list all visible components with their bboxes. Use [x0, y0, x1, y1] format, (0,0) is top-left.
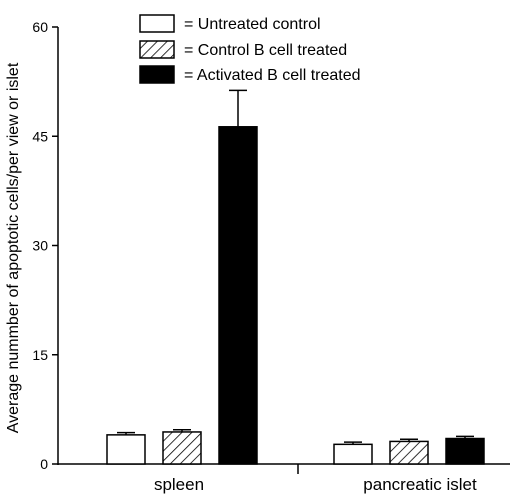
y-tick-label: 15: [32, 347, 48, 363]
legend: = Untreated control = Control B cell trea…: [139, 14, 361, 84]
y-axis-ticks: 0 15 30 45 60: [32, 19, 58, 472]
y-tick-label: 45: [32, 128, 48, 144]
bars-group: [106, 89, 485, 465]
legend-label: = Control B cell treated: [184, 42, 347, 59]
bar-white-1: [333, 443, 373, 465]
y-axis-title: Average nummber of apoptotic cells/per v…: [5, 62, 22, 433]
y-tick-label: 30: [32, 238, 48, 254]
legend-label: = Untreated control: [184, 16, 321, 33]
y-tick-label: 60: [32, 19, 48, 35]
bar-black-0: [218, 126, 258, 465]
x-category-label: spleen: [154, 475, 204, 494]
legend-swatch-white: [139, 14, 175, 33]
legend-swatch-hatched: [139, 40, 175, 59]
bar-white-0: [106, 434, 146, 465]
legend-swatch-black: [139, 65, 175, 84]
bar-black-1: [445, 437, 485, 465]
bar-hatched-1: [389, 440, 429, 465]
x-axis-labels: spleen pancreatic islet: [154, 464, 477, 494]
x-category-label: pancreatic islet: [363, 475, 477, 494]
y-tick-label: 0: [40, 456, 48, 472]
bar-hatched-0: [162, 431, 202, 465]
legend-label: = Activated B cell treated: [184, 67, 361, 84]
